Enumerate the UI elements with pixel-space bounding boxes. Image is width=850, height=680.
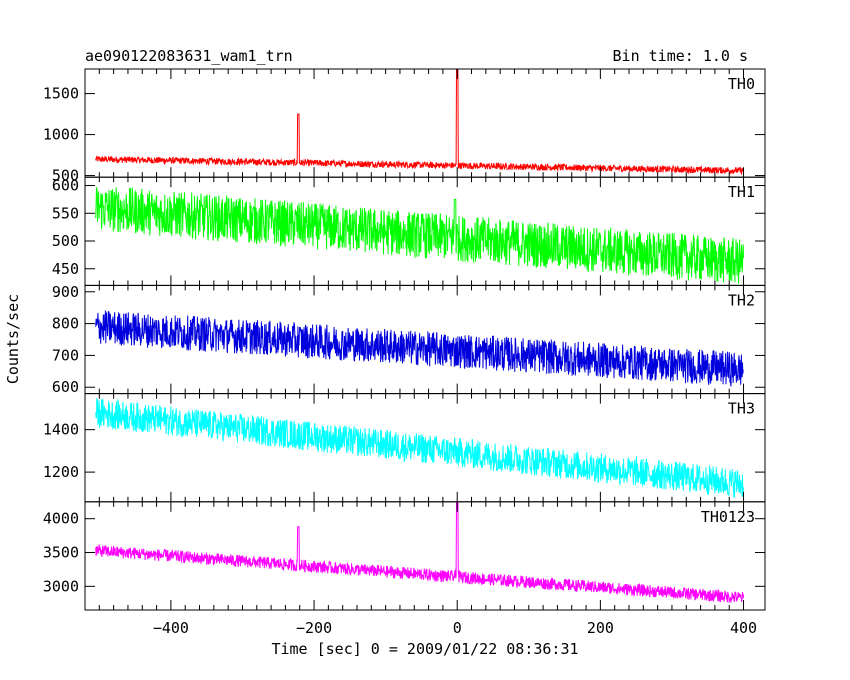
panel-th1: 450 500 550 600 TH1 xyxy=(52,177,766,286)
panel-th0: 500 1000 1500 TH0 xyxy=(43,68,766,185)
x-tick-label: −200 xyxy=(296,619,332,637)
y-tick-label: 550 xyxy=(52,204,79,222)
panel-label: TH3 xyxy=(728,400,755,418)
y-tick-label: 500 xyxy=(52,232,79,250)
y-tick-label: 1000 xyxy=(43,126,79,144)
panel-label: TH0123 xyxy=(701,508,755,526)
y-tick-label: 500 xyxy=(52,167,79,185)
chart-title: ae090122083631_wam1_trn xyxy=(85,47,293,65)
panel-label: TH1 xyxy=(728,183,755,201)
x-axis-label: Time [sec] 0 = 2009/01/22 08:36:31 xyxy=(271,640,578,658)
y-axis-label: Counts/sec xyxy=(4,294,22,384)
panel-th3: 1200 1400 TH3 xyxy=(43,393,766,503)
series-line-th1 xyxy=(95,187,744,284)
series-line-th0 xyxy=(95,68,744,176)
series-line-th0123 xyxy=(95,501,744,603)
x-tick-label: −400 xyxy=(153,619,189,637)
y-tick-label: 3000 xyxy=(43,577,79,595)
x-tick-label: 0 xyxy=(453,619,462,637)
x-tick-label: 400 xyxy=(730,619,757,637)
panel-th0123: 3000 3500 4000 TH0123 xyxy=(43,501,766,611)
y-tick-label: 600 xyxy=(52,177,79,195)
x-tick-label: 200 xyxy=(587,619,614,637)
y-tick-label: 3500 xyxy=(43,544,79,562)
series-line-th3 xyxy=(95,398,744,498)
y-tick-label: 800 xyxy=(52,315,79,333)
panel-label: TH2 xyxy=(728,291,755,309)
y-tick-label: 1400 xyxy=(43,421,79,439)
panel-frame xyxy=(84,68,766,178)
y-tick-label: 600 xyxy=(52,378,79,396)
panel-th2: 600 700 800 900 TH2 xyxy=(52,283,766,396)
bin-time-label: Bin time: 1.0 s xyxy=(613,47,748,65)
series-line-th2 xyxy=(95,310,744,387)
panel-label: TH0 xyxy=(728,75,755,93)
y-tick-label: 450 xyxy=(52,260,79,278)
y-tick-label: 1200 xyxy=(43,463,79,481)
panels-group: 500 1000 1500 TH0 450 500 550 600 TH1 600 700 800 90… xyxy=(43,68,766,637)
y-tick-label: 1500 xyxy=(43,85,79,103)
y-tick-label: 900 xyxy=(52,283,79,301)
y-tick-label: 700 xyxy=(52,346,79,364)
panel-frame xyxy=(84,501,766,611)
y-tick-label: 4000 xyxy=(43,510,79,528)
